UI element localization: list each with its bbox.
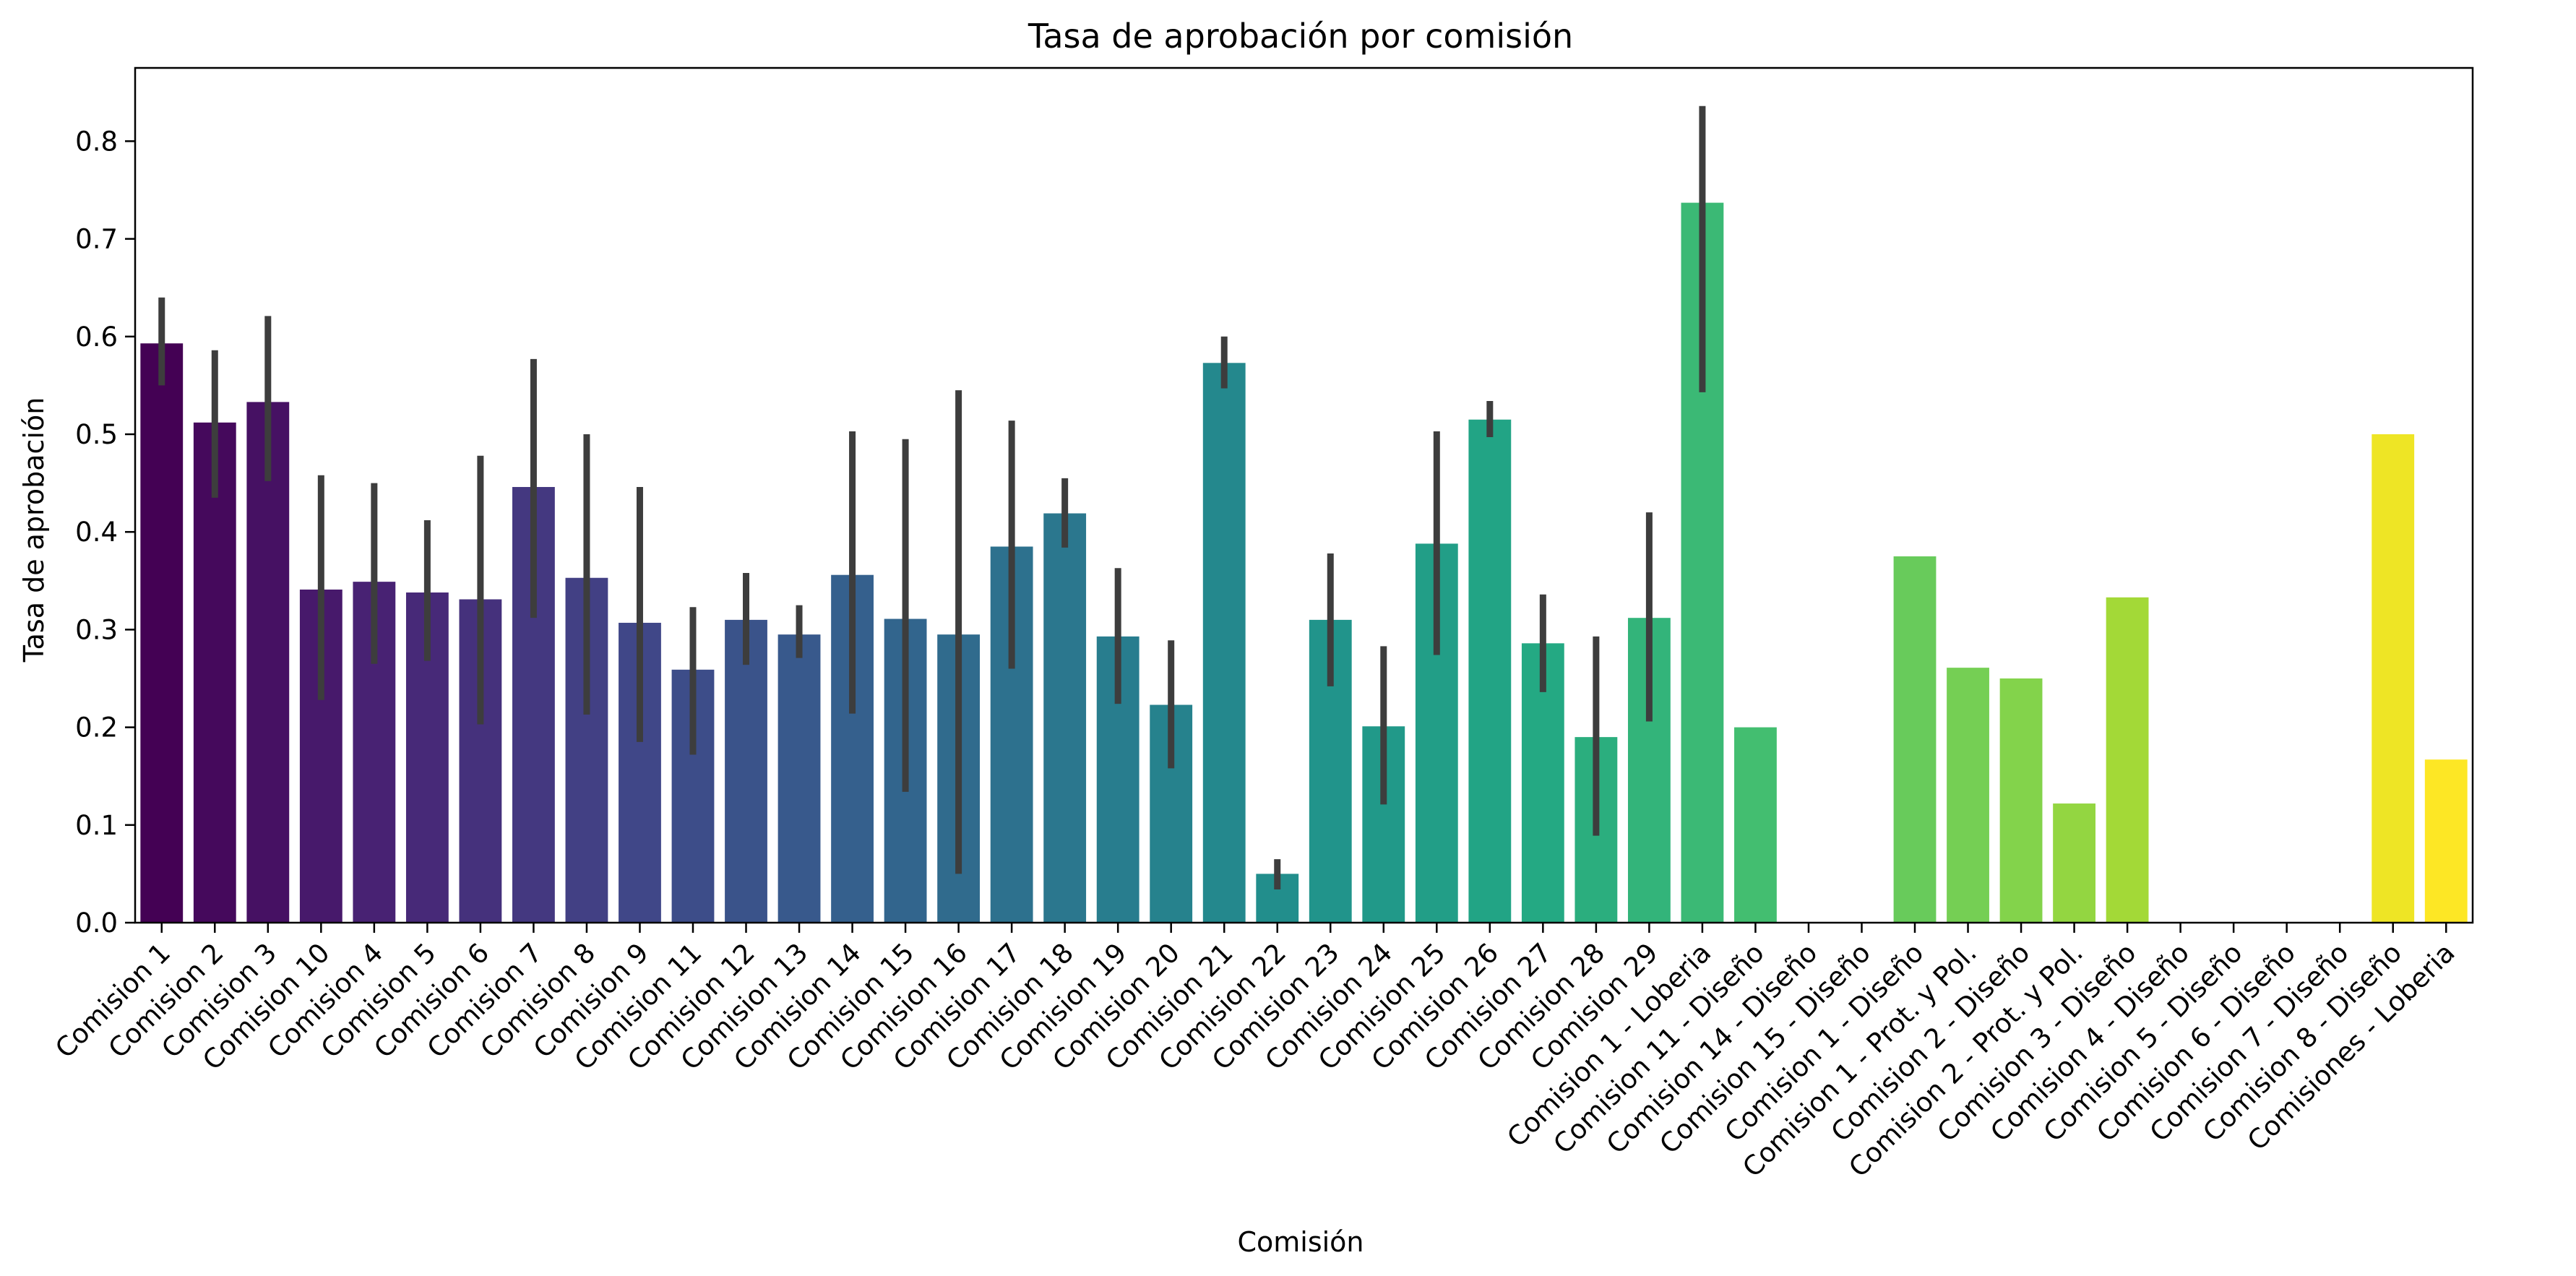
y-tick-label: 0.1	[75, 810, 118, 841]
bar	[1043, 513, 1087, 923]
y-tick-label: 0.2	[75, 712, 118, 743]
plot-frame	[134, 66, 2474, 924]
bars-group	[140, 202, 2468, 923]
bar	[2372, 434, 2415, 923]
y-axis-ticks: 0.0 0.1 0.2 0.3 0.4 0.5 0.6 0.7 0.8	[75, 126, 135, 939]
bar	[1734, 727, 1777, 923]
bar	[1893, 556, 1937, 923]
chart-title: Tasa de aprobación por comisión	[1028, 17, 1573, 56]
x-axis-label: Comisión	[1237, 1226, 1364, 1258]
bar	[2106, 597, 2149, 923]
bar	[1947, 668, 1989, 923]
y-tick-label: 0.7	[75, 224, 118, 255]
bar	[1468, 419, 1512, 923]
bar	[1202, 363, 1246, 923]
bar	[777, 634, 821, 923]
bar	[725, 619, 767, 923]
y-tick-label: 0.0	[75, 908, 118, 939]
y-tick-label: 0.3	[75, 614, 118, 645]
bar	[193, 422, 236, 923]
bar	[2424, 759, 2468, 923]
bar	[246, 402, 290, 923]
bar	[140, 343, 184, 923]
error-bars-group	[158, 105, 1706, 890]
y-axis-label: Tasa de aprobación	[18, 397, 50, 663]
y-tick-label: 0.5	[75, 419, 118, 450]
y-tick-label: 0.4	[75, 517, 118, 548]
bar	[2053, 803, 2095, 923]
bar	[1999, 678, 2043, 923]
y-tick-label: 0.8	[75, 126, 118, 157]
y-tick-label: 0.6	[75, 322, 118, 353]
